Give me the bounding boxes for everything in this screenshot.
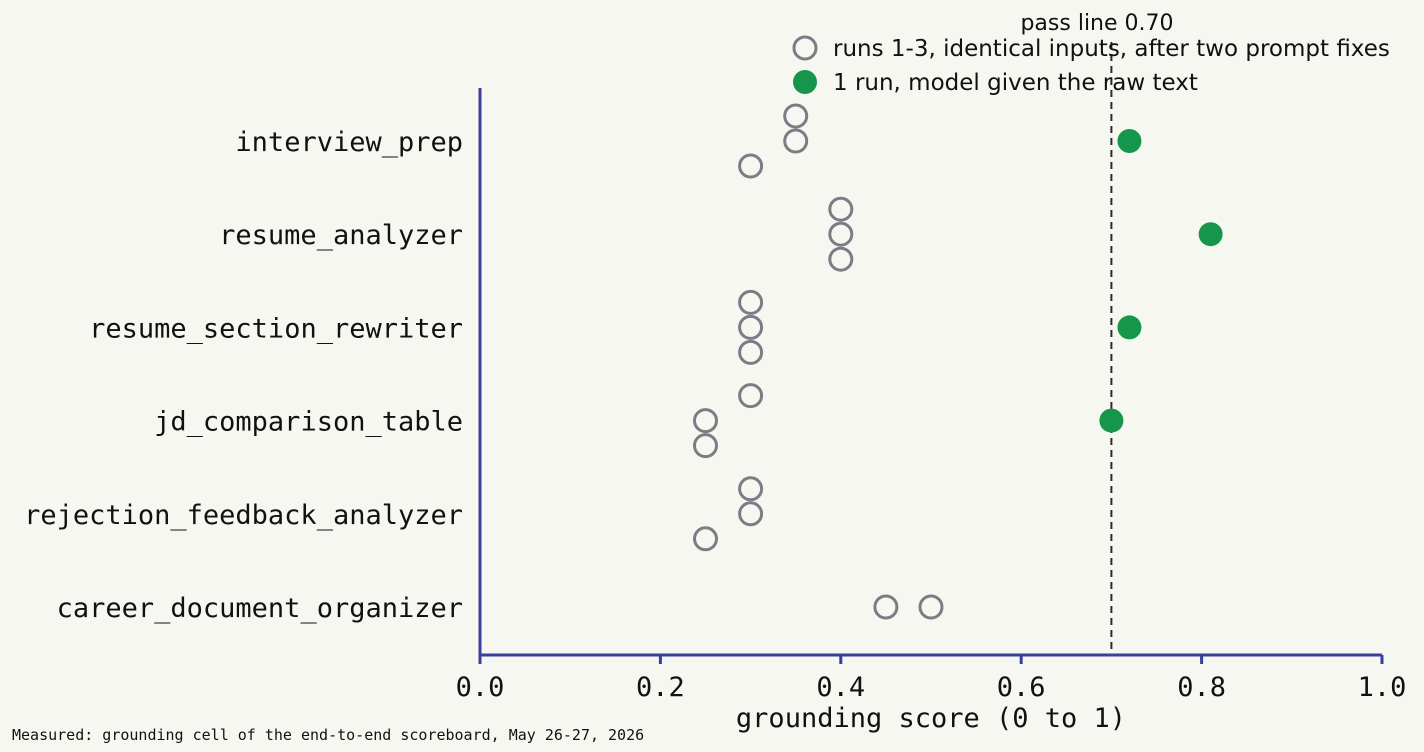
x-axis-title: grounding score (0 to 1) [736, 703, 1126, 734]
raw-text-point [1099, 408, 1124, 433]
x-tick-label: 0.2 [636, 672, 685, 703]
x-tick-label: 0.6 [997, 672, 1046, 703]
x-tick-label: 0.0 [456, 672, 505, 703]
run-point [693, 433, 718, 459]
run-point [828, 246, 854, 272]
footnote: Measured: grounding cell of the end-to-e… [12, 726, 644, 744]
run-point [918, 594, 944, 620]
run-point [828, 196, 854, 222]
legend-label: runs 1-3, identical inputs, after two pr… [833, 36, 1390, 62]
run-point [738, 153, 764, 179]
run-point [738, 476, 764, 502]
category-label: interview_prep [235, 127, 463, 158]
run-point [693, 408, 718, 434]
x-tick-label: 0.8 [1177, 672, 1226, 703]
category-label: resume_analyzer [219, 220, 463, 251]
raw-text-point [1198, 222, 1223, 247]
category-label: jd_comparison_table [154, 407, 463, 438]
category-label: resume_section_rewriter [89, 313, 463, 344]
x-tick-label: 1.0 [1358, 672, 1407, 703]
run-point [693, 526, 718, 552]
category-label: career_document_organizer [57, 593, 463, 624]
data-points [693, 103, 1223, 620]
run-point [738, 339, 764, 365]
pass-line-label: pass line 0.70 [1020, 11, 1173, 36]
legend-label: 1 run, model given the raw text [833, 70, 1198, 96]
run-point [783, 103, 809, 129]
run-point [828, 221, 854, 247]
run-point [873, 594, 899, 620]
run-point [738, 383, 764, 409]
run-point [738, 289, 764, 315]
legend: runs 1-3, identical inputs, after two pr… [792, 35, 1390, 96]
run-point [738, 314, 764, 340]
x-ticks: 0.0 0.2 0.4 0.6 0.8 1.0 [456, 655, 1407, 703]
category-labels: interview_prep resume_analyzer resume_sect… [24, 127, 463, 624]
x-tick-label: 0.4 [816, 672, 865, 703]
run-point [783, 128, 809, 154]
legend-marker-filled [793, 70, 817, 94]
category-label: rejection_feedback_analyzer [24, 500, 463, 531]
legend-marker-open [792, 35, 818, 61]
axes [478, 88, 1382, 657]
run-point [738, 501, 764, 527]
raw-text-point [1117, 129, 1142, 153]
raw-text-point [1117, 315, 1142, 340]
